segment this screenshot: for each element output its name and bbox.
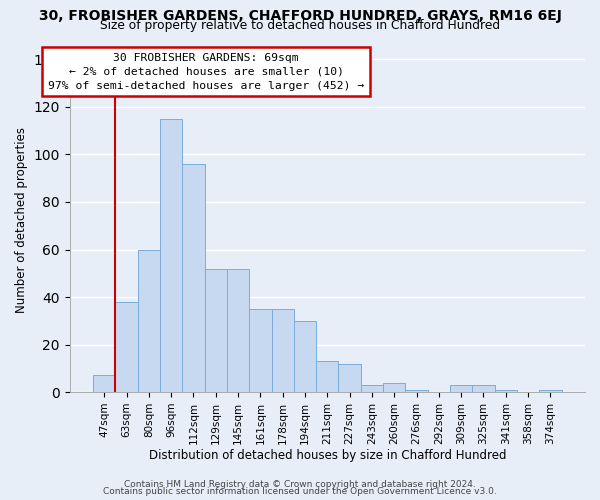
Bar bbox=[494, 390, 517, 392]
Bar bbox=[227, 268, 249, 392]
Text: 30, FROBISHER GARDENS, CHAFFORD HUNDRED, GRAYS, RM16 6EJ: 30, FROBISHER GARDENS, CHAFFORD HUNDRED,… bbox=[38, 9, 562, 23]
Bar bbox=[316, 361, 338, 392]
Y-axis label: Number of detached properties: Number of detached properties bbox=[15, 127, 28, 313]
Text: 30 FROBISHER GARDENS: 69sqm
← 2% of detached houses are smaller (10)
97% of semi: 30 FROBISHER GARDENS: 69sqm ← 2% of deta… bbox=[48, 52, 364, 90]
Text: Contains HM Land Registry data © Crown copyright and database right 2024.: Contains HM Land Registry data © Crown c… bbox=[124, 480, 476, 489]
Bar bbox=[115, 302, 137, 392]
Bar bbox=[182, 164, 205, 392]
Bar bbox=[450, 385, 472, 392]
Bar bbox=[205, 268, 227, 392]
Text: Size of property relative to detached houses in Chafford Hundred: Size of property relative to detached ho… bbox=[100, 18, 500, 32]
Bar bbox=[137, 250, 160, 392]
X-axis label: Distribution of detached houses by size in Chafford Hundred: Distribution of detached houses by size … bbox=[149, 450, 506, 462]
Bar bbox=[361, 385, 383, 392]
Bar bbox=[160, 119, 182, 392]
Bar bbox=[406, 390, 428, 392]
Bar bbox=[272, 309, 294, 392]
Bar bbox=[93, 376, 115, 392]
Bar bbox=[539, 390, 562, 392]
Bar bbox=[294, 321, 316, 392]
Text: Contains public sector information licensed under the Open Government Licence v3: Contains public sector information licen… bbox=[103, 488, 497, 496]
Bar bbox=[338, 364, 361, 392]
Bar bbox=[472, 385, 494, 392]
Bar bbox=[249, 309, 272, 392]
Bar bbox=[383, 382, 406, 392]
